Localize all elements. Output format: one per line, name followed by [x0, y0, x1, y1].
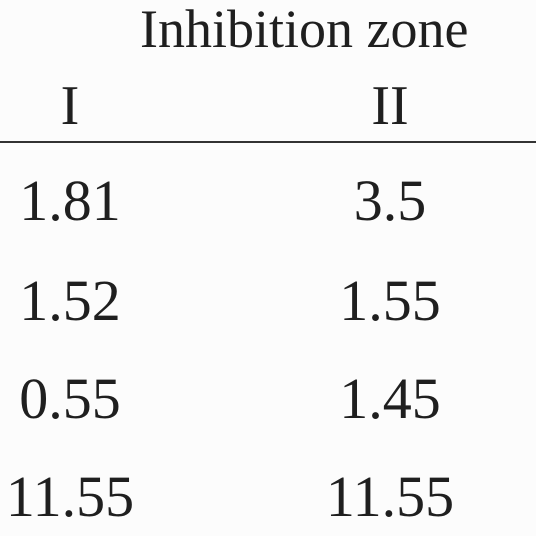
- table-cell: 1.52: [19, 268, 121, 333]
- group-header: Inhibition zone: [140, 0, 469, 59]
- header-rule: [0, 141, 536, 143]
- table-cell: 0.55: [19, 366, 121, 431]
- table-cell: 11.55: [5, 464, 135, 529]
- column-header: I: [60, 75, 80, 137]
- table-cell: 1.45: [339, 366, 441, 431]
- table-cell: 1.55: [339, 268, 441, 333]
- table-cell: 3.5: [353, 168, 427, 233]
- column-header: II: [371, 75, 409, 137]
- table-cell: 11.55: [325, 464, 455, 529]
- table-cell: 1.81: [19, 168, 121, 233]
